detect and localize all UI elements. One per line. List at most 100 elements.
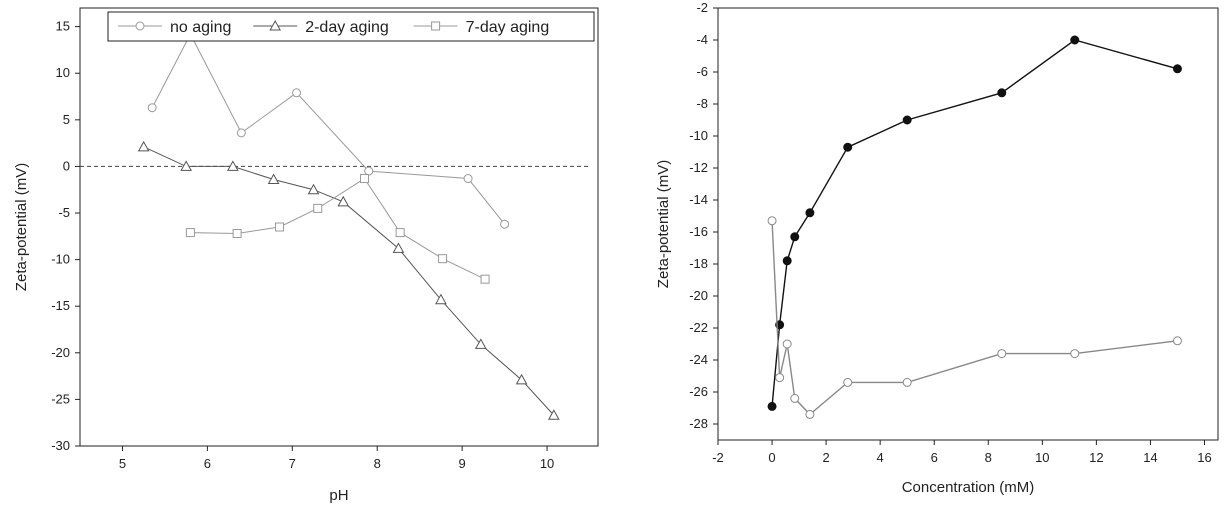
y-tick-label: -15 [51, 298, 70, 313]
y-tick-label: 10 [56, 65, 70, 80]
y-tick-label: -8 [696, 96, 708, 111]
data-point-2 [232, 229, 242, 239]
data-point-1 [767, 216, 777, 226]
y-tick-label: -16 [689, 224, 708, 239]
data-point-1 [180, 160, 192, 171]
y-tick-label: 0 [63, 158, 70, 173]
y-tick-label: -10 [689, 128, 708, 143]
data-point-2 [395, 228, 405, 238]
x-tick-label: 10 [540, 456, 554, 471]
y-tick-label: -2 [696, 0, 708, 15]
data-point-0 [292, 88, 302, 98]
axis-ticks: 5 6 7 8 9 10 -30 -25 -20 -15 -10 -5 0 5 10 15 [51, 19, 554, 471]
data-point-0 [790, 232, 800, 242]
y-tick-label: -25 [51, 391, 70, 406]
plot-frame [79, 7, 599, 447]
data-point-1 [227, 160, 239, 171]
x-tick-label: 5 [119, 456, 126, 471]
data-point-0 [1070, 35, 1080, 45]
x-tick-label: 0 [768, 450, 775, 465]
plot-frame [717, 7, 1219, 441]
x-tick-label: 14 [1143, 450, 1157, 465]
x-tick-label: -2 [712, 450, 724, 465]
y-tick-label: -20 [689, 288, 708, 303]
data-point-0 [902, 115, 912, 125]
legend-box [107, 11, 595, 42]
data-point-1 [392, 242, 405, 253]
data-point-0 [805, 208, 815, 218]
data-point-2 [275, 222, 285, 232]
data-point-1 [474, 338, 487, 349]
y-tick-label: -26 [689, 384, 708, 399]
plot-series [767, 35, 1182, 419]
data-point-1 [435, 293, 447, 305]
x-tick-label: 10 [1035, 450, 1049, 465]
x-axis-label: pH [329, 487, 348, 504]
x-tick-label: 6 [204, 456, 211, 471]
data-point-1 [137, 140, 150, 152]
x-axis-label: Concentration (mM) [902, 479, 1035, 496]
data-point-2 [438, 254, 448, 264]
x-tick-label: 2 [822, 450, 829, 465]
data-point-0 [767, 401, 777, 411]
y-tick-label: 5 [63, 112, 70, 127]
series-line-1 [771, 220, 1178, 416]
y-tick-label: -28 [689, 416, 708, 431]
data-point-1 [805, 409, 815, 419]
x-tick-label: 4 [877, 450, 884, 465]
x-tick-label: 6 [931, 450, 938, 465]
data-point-2 [313, 203, 323, 213]
axis-ticks: -2 0 2 4 6 8 10 12 14 16-28-26-24-22-20-18-16-14-… [689, 0, 1212, 465]
y-tick-label: -20 [51, 345, 70, 360]
data-point-0 [1172, 64, 1182, 74]
data-point-0 [236, 128, 246, 138]
data-point-2 [185, 228, 195, 238]
data-point-1 [515, 373, 528, 385]
data-point-0 [843, 142, 853, 152]
x-tick-label: 7 [289, 456, 296, 471]
data-point-1 [790, 393, 800, 403]
y-tick-label: -18 [689, 256, 708, 271]
y-tick-label: -30 [51, 438, 70, 453]
data-point-1 [775, 373, 785, 383]
data-point-1 [843, 377, 853, 387]
data-point-1 [307, 183, 320, 195]
x-tick-label: 8 [374, 456, 381, 471]
data-point-1 [547, 409, 560, 420]
data-point-0 [463, 174, 473, 184]
x-tick-label: 12 [1089, 450, 1103, 465]
data-point-0 [147, 103, 157, 113]
data-point-0 [997, 88, 1007, 98]
data-point-0 [782, 256, 792, 266]
data-point-0 [364, 166, 374, 176]
series-line-2 [190, 177, 486, 280]
data-point-1 [337, 195, 350, 207]
y-axis-label: Zeta-potential (mV) [655, 160, 672, 288]
legend-label-1: 2-day aging [305, 19, 389, 36]
x-tick-label: 16 [1197, 450, 1211, 465]
y-tick-label: -10 [51, 252, 70, 267]
x-tick-label: 9 [459, 456, 466, 471]
data-point-2 [359, 174, 369, 184]
y-tick-label: -6 [696, 64, 708, 79]
legend-marker-1 [269, 19, 282, 31]
chart-ph: 5 6 7 8 9 10 -30 -25 -20 -15 -10 -5 0 5 10 15 pH Zeta-p… [13, 7, 599, 504]
y-tick-label: -5 [58, 205, 70, 220]
data-point-1 [1070, 349, 1080, 359]
y-tick-label: -14 [689, 192, 708, 207]
data-point-1 [267, 173, 280, 184]
legend: no aging 2-day aging 7-day aging [107, 11, 595, 42]
series-line-0 [771, 39, 1178, 407]
legend-marker-2 [431, 21, 441, 31]
legend-label-2: 7-day aging [466, 19, 550, 36]
y-tick-label: -24 [689, 352, 708, 367]
data-point-1 [782, 339, 792, 349]
y-tick-label: -22 [689, 320, 708, 335]
legend-label-0: no aging [170, 19, 231, 36]
y-tick-label: -12 [689, 160, 708, 175]
data-point-1 [1172, 336, 1182, 346]
data-point-1 [902, 377, 912, 387]
plot-series [80, 29, 588, 420]
data-point-1 [997, 349, 1007, 359]
